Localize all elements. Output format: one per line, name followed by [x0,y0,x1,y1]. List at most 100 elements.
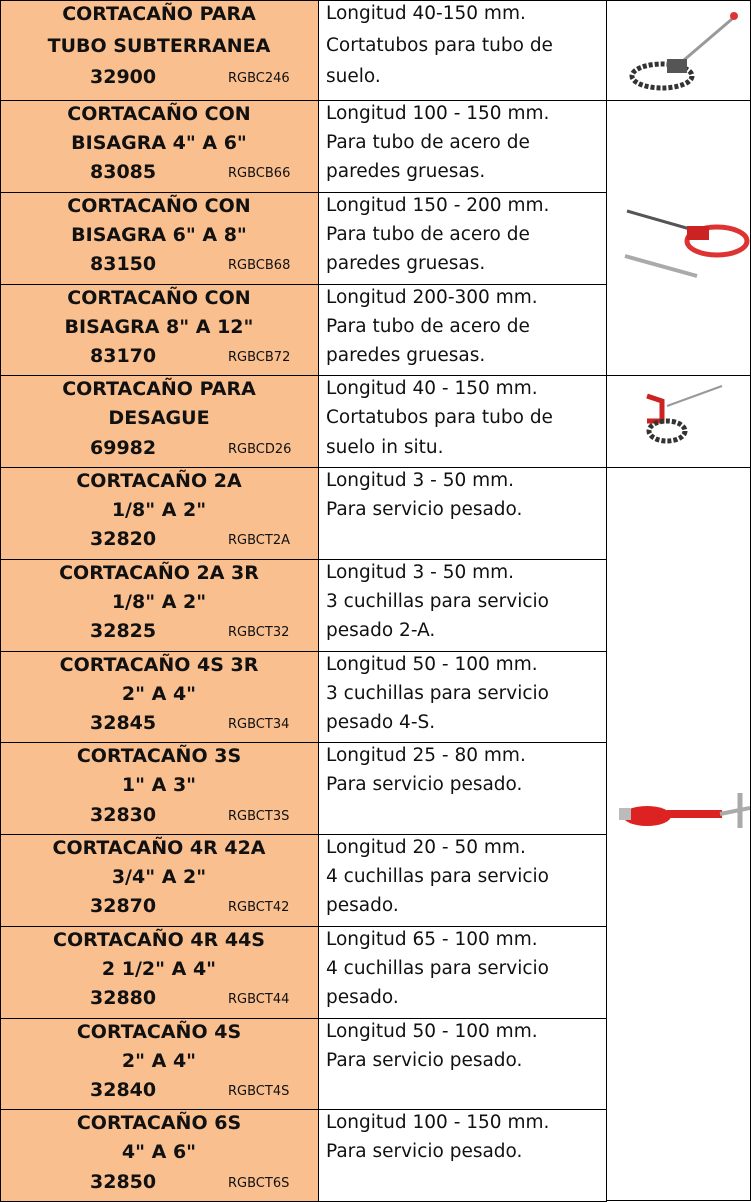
image-cell [606,100,751,376]
name-cell [0,834,319,927]
description: Para servicio pesado. [326,499,523,521]
image-cell [606,375,751,468]
product-code: 32850 [90,1170,157,1193]
product-code: 32840 [90,1078,157,1101]
product-name: CORTACAÑO 4R 42A [52,837,266,859]
name-cell [0,742,319,835]
description: Para tubo de acero de [326,315,530,337]
product-code: 32825 [90,620,157,642]
product-ref: RGBCT3S [228,808,290,824]
pipe-cutter-image [619,793,750,828]
product-ref: RGBCT4S [228,1083,290,1099]
product-name: 1/8" A 2" [111,590,207,613]
description: Longitud 40-150 mm. [326,3,526,24]
product-name: CORTACAÑO 4S [76,1020,242,1043]
description: 3 cuchillas para servicio [326,682,549,704]
product-name: CORTACAÑO PARA [62,3,256,25]
product-name: DESAGUE [108,407,210,430]
product-code: 83150 [90,253,157,275]
product-name: CORTACAÑO CON [67,286,251,309]
product-code: 32880 [90,987,157,1009]
product-ref: RGBCT2A [228,533,290,549]
product-ref: RGBCT42 [228,900,290,916]
product-ref: RGBCB66 [228,166,291,182]
name-cell [0,283,319,377]
product-name: 1/8" A 2" [111,499,207,522]
product-name: CORTACAÑO CON [67,103,251,125]
product-code: 69982 [90,436,157,459]
pipe-cutter-image [646,385,723,444]
product-name: 4" A 6" [121,1141,197,1164]
description: Longitud 40 - 150 mm. [326,378,538,400]
description: Para servicio pesado. [326,1049,523,1071]
product-name: CORTACAÑO PARA [62,378,256,401]
product-ref: RGBCT34 [228,716,290,732]
description: paredes gruesas. [326,344,486,366]
product-name: BISAGRA 4" A 6" [71,132,247,155]
description: Longitud 65 - 100 mm. [326,928,538,950]
description: Longitud 100 - 150 mm. [326,1112,550,1134]
product-ref: RGBC246 [228,71,290,87]
description: Longitud 50 - 100 mm. [326,1020,538,1042]
product-ref: RGBCT44 [228,992,290,1007]
description: 4 cuchillas para servicio [326,866,549,888]
description: 3 cuchillas para servicio [326,590,549,612]
description: Para tubo de acero de [326,132,530,154]
description: Para servicio pesado. [326,774,523,796]
name-cell [0,650,319,744]
product-ref: RGBCB68 [228,258,291,273]
product-code: 32830 [90,803,157,826]
description: Longitud 200-300 mm. [326,286,538,308]
product-name: CORTACAÑO 2A [76,470,242,492]
description: paredes gruesas. [326,161,486,183]
description: paredes gruesas. [326,253,486,274]
name-cell [0,925,319,1019]
product-name: CORTACAÑO 4R 44S [53,928,265,951]
product-name: 3/4" A 2" [111,866,207,889]
product-name: 2 1/2" A 4" [101,957,217,980]
description: pesado. [326,987,399,1008]
description: pesado 2-A. [326,620,436,641]
name-cell [0,0,319,101]
description: Longitud 150 - 200 mm. [326,194,550,216]
product-name: CORTACAÑO 3S [76,745,242,768]
description: suelo in situ. [326,436,444,458]
description: Longitud 3 - 50 mm. [326,470,515,491]
description: pesado. [326,895,399,917]
product-code: 32820 [90,528,157,551]
description: Cortatubos para tubo de [326,407,553,429]
description: Longitud 3 - 50 mm. [326,561,515,583]
product-code: 32900 [90,66,157,89]
pipe-cutter-image [624,209,750,278]
name-cell [0,375,319,468]
product-name: 2" A 4" [121,1049,197,1072]
pipe-cutter-image [629,12,738,91]
description: pesado 4-S. [326,711,436,733]
product-ref: RGBCT6S [228,1175,290,1191]
product-code: 83085 [90,161,157,184]
product-name: BISAGRA 8" A 12" [64,315,254,338]
description: suelo. [326,66,381,88]
description: Longitud 50 - 100 mm. [326,653,538,675]
product-name: BISAGRA 6" A 8" [71,223,247,246]
product-name: TUBO SUBTERRANEA [47,34,271,57]
description: Cortatubos para tubo de [326,34,553,56]
product-code: 32845 [90,711,157,734]
product-name: 2" A 4" [121,682,197,705]
product-code: 32870 [90,895,157,918]
product-ref: RGBCD26 [228,441,292,457]
name-cell [0,100,319,193]
description: Para tubo de acero de [326,223,530,245]
description: Longitud 25 - 80 mm. [326,745,526,767]
product-code: 83170 [90,344,157,367]
product-name: CORTACAÑO 4S 3R [59,653,259,676]
description: Para servicio pesado. [326,1141,523,1163]
description: 4 cuchillas para servicio [326,957,549,979]
product-name: CORTACAÑO 2A 3R [59,561,259,584]
image-cell [606,467,751,1201]
product-name: 1" A 3" [121,774,197,797]
image-cell [606,0,751,101]
name-cell [0,467,319,560]
product-name: CORTACAÑO CON [67,194,251,217]
